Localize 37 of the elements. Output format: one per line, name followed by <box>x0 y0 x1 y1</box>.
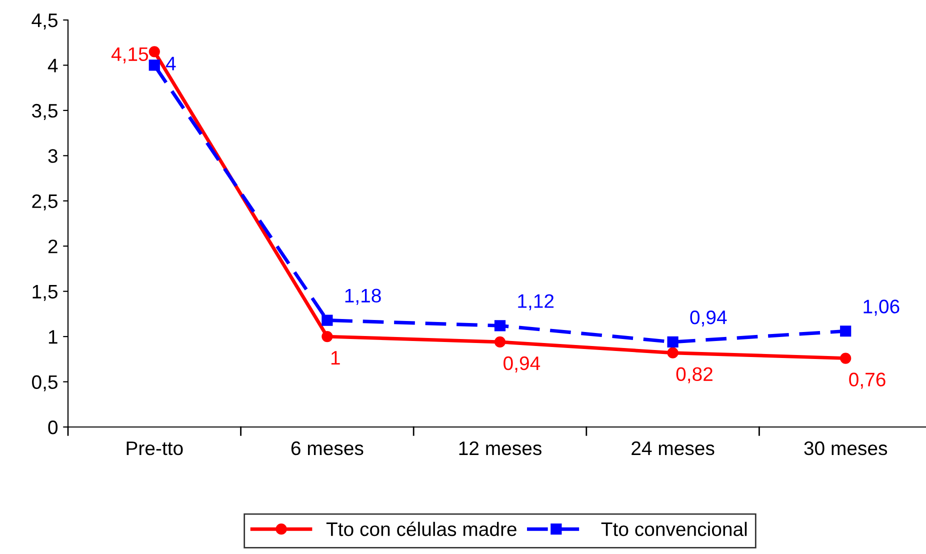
y-tick-label: 0 <box>48 420 58 434</box>
y-tick-label: 4 <box>48 58 58 72</box>
data-label: 4,15 <box>111 47 148 64</box>
legend-label: Tto con células madre <box>326 522 516 536</box>
point <box>148 46 160 58</box>
point <box>667 347 678 358</box>
x-tick-label: Pre-tto <box>126 442 183 456</box>
x-tick-label: 24 meses <box>632 441 714 456</box>
y-tick-label: 3 <box>48 149 58 163</box>
data-label: 1,06 <box>864 300 900 316</box>
y-tick-label: 4,5 <box>32 14 58 30</box>
legend-label: Tto convencional <box>601 522 747 536</box>
data-label: 0,94 <box>504 356 540 372</box>
point <box>840 326 852 337</box>
data-label: 4 <box>166 56 176 70</box>
point <box>148 60 160 71</box>
data-label: 0,82 <box>676 367 712 384</box>
x-tick-label: 30 meses <box>804 441 888 456</box>
point <box>667 336 678 348</box>
data-label: 0,94 <box>690 310 727 327</box>
point <box>322 331 333 342</box>
y-tick-label: 0,5 <box>32 375 58 392</box>
point <box>494 336 506 348</box>
y-tick-label: 1,5 <box>32 285 58 301</box>
x-tick-label: 6 meses <box>291 441 364 456</box>
y-tick-label: 1 <box>48 330 58 344</box>
x-tick-label: 12 meses <box>459 441 542 456</box>
point <box>840 352 852 364</box>
point <box>322 314 333 326</box>
data-label: 0,76 <box>849 372 886 389</box>
y-tick-label: 2,5 <box>32 194 58 210</box>
data-label: 1 <box>331 351 340 365</box>
y-tick-label: 2 <box>48 240 58 254</box>
data-label: 1,12 <box>518 294 554 310</box>
data-label: 1,18 <box>345 288 381 305</box>
point <box>494 320 506 332</box>
y-tick-label: 3,5 <box>32 104 58 120</box>
